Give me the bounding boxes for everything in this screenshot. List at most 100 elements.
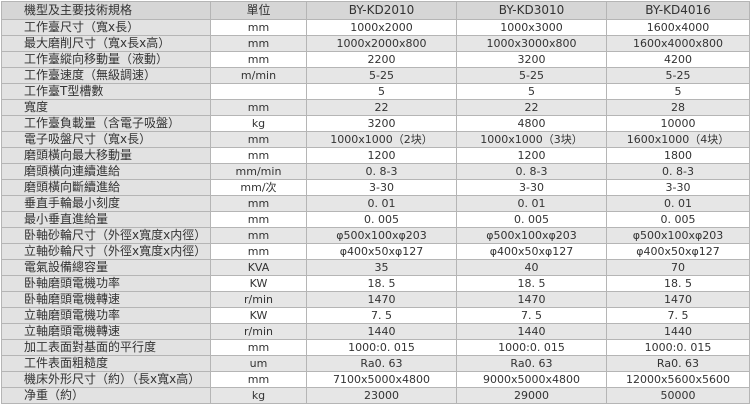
param-cell: 卧軸磨頭電機功率 (1, 275, 211, 292)
value-cell: 1600x4000x800 (606, 35, 750, 52)
value-cell: 1440 (306, 323, 457, 340)
value-cell: 3200 (306, 115, 457, 132)
value-cell: 5 (456, 83, 607, 100)
value-cell: 5 (306, 83, 457, 100)
value-cell: 1000:0. 015 (306, 339, 457, 356)
value-cell: 18. 5 (306, 275, 457, 292)
unit-cell: um (210, 355, 307, 372)
value-cell: 1600x1000（4块） (606, 131, 750, 148)
unit-cell: mm (210, 195, 307, 212)
unit-cell: mm (210, 339, 307, 356)
value-cell: 18. 5 (606, 275, 750, 292)
value-cell: 2200 (306, 51, 457, 68)
value-cell: 7. 5 (606, 307, 750, 324)
value-cell: Ra0. 63 (306, 355, 457, 372)
value-cell: 4800 (456, 115, 607, 132)
param-cell: 電氣設備總容量 (1, 259, 211, 276)
value-cell: 1600x4000 (606, 19, 750, 36)
header-model-2: BY-KD3010 (456, 1, 607, 20)
value-cell: 1000x2000x800 (306, 35, 457, 52)
value-cell: Ra0. 63 (606, 355, 750, 372)
table-row: 垂直手輪最小刻度 mm 0. 01 0. 01 0. 01 (1, 195, 750, 212)
value-cell: 50000 (606, 387, 750, 404)
param-cell: 最小垂直進給量 (1, 211, 211, 228)
table-row: 卧軸砂輪尺寸（外徑x寬度x内徑） mm φ500x100xφ203 φ500x100x… (1, 227, 750, 244)
value-cell: 7. 5 (306, 307, 457, 324)
value-cell: Ra0. 63 (456, 355, 607, 372)
value-cell: 18. 5 (456, 275, 607, 292)
unit-cell: mm/次 (210, 179, 307, 196)
value-cell: 3-30 (606, 179, 750, 196)
value-cell: 1000x3000 (456, 19, 607, 36)
param-cell: 電子吸盤尺寸（寬x長） (1, 131, 211, 148)
param-cell: 磨頭橫向連續進給 (1, 163, 211, 180)
unit-cell: mm (210, 51, 307, 68)
param-cell: 磨頭橫向最大移動量 (1, 147, 211, 164)
value-cell: 1000x1000（3块） (456, 131, 607, 148)
value-cell: 5-25 (456, 67, 607, 84)
param-cell: 工作臺速度（無級調速） (1, 67, 211, 84)
param-cell: 磨頭橫向斷續進給 (1, 179, 211, 196)
table-row: 磨頭橫向斷續進給 mm/次 3-30 3-30 3-30 (1, 179, 750, 196)
value-cell: φ500x100xφ203 (306, 227, 457, 244)
unit-cell: mm (210, 131, 307, 148)
param-cell: 工作臺縱向移動量（液動） (1, 51, 211, 68)
unit-cell: mm (210, 227, 307, 244)
header-param: 機型及主要技術規格 (1, 1, 211, 20)
table-row: 磨頭橫向最大移動量 mm 1200 1200 1800 (1, 147, 750, 164)
param-cell: 工作臺負載量（含電子吸盤） (1, 115, 211, 132)
value-cell: 1470 (456, 291, 607, 308)
param-cell: 工作臺T型槽數 (1, 83, 211, 100)
param-cell: 工件表面粗糙度 (1, 355, 211, 372)
param-cell: 機床外形尺寸（約）（長x寬x高） (1, 371, 211, 388)
header-row: 機型及主要技術規格 單位 BY-KD2010 BY-KD3010 BY-KD40… (1, 1, 750, 20)
value-cell: 7. 5 (456, 307, 607, 324)
value-cell: 1470 (606, 291, 750, 308)
header-unit: 單位 (210, 1, 307, 20)
value-cell: 1000x1000（2块） (306, 131, 457, 148)
value-cell: φ500x100xφ203 (606, 227, 750, 244)
value-cell: 0. 01 (306, 195, 457, 212)
value-cell: 0. 005 (306, 211, 457, 228)
value-cell: 28 (606, 99, 750, 116)
unit-cell: mm (210, 243, 307, 260)
value-cell: 12000x5600x5600 (606, 371, 750, 388)
unit-cell: kg (210, 387, 307, 404)
value-cell: 22 (306, 99, 457, 116)
value-cell: 3-30 (456, 179, 607, 196)
unit-cell: KVA (210, 259, 307, 276)
table-row: 寬度 mm 22 22 28 (1, 99, 750, 116)
value-cell: 1200 (456, 147, 607, 164)
value-cell: 3-30 (306, 179, 457, 196)
value-cell: φ500x100xφ203 (456, 227, 607, 244)
value-cell: 3200 (456, 51, 607, 68)
value-cell: 1200 (306, 147, 457, 164)
table-row: 工作臺T型槽數 5 5 5 (1, 83, 750, 100)
table-row: 電氣設備總容量 KVA 35 40 70 (1, 259, 750, 276)
unit-cell: mm (210, 35, 307, 52)
table-row: 立軸磨頭電機轉速 r/min 1440 1440 1440 (1, 323, 750, 340)
unit-cell: mm (210, 147, 307, 164)
value-cell: 0. 005 (456, 211, 607, 228)
value-cell: 5-25 (606, 67, 750, 84)
value-cell: 4200 (606, 51, 750, 68)
table-row: 净重（約） kg 23000 29000 50000 (1, 387, 750, 404)
unit-cell: r/min (210, 291, 307, 308)
unit-cell: mm (210, 211, 307, 228)
value-cell: 7100x5000x4800 (306, 371, 457, 388)
value-cell: 1000:0. 015 (606, 339, 750, 356)
table-row: 工件表面粗糙度 um Ra0. 63 Ra0. 63 Ra0. 63 (1, 355, 750, 372)
value-cell: 1000x3000x800 (456, 35, 607, 52)
param-cell: 立軸磨頭電機功率 (1, 307, 211, 324)
unit-cell (210, 83, 307, 100)
param-cell: 立軸磨頭電機轉速 (1, 323, 211, 340)
param-cell: 净重（約） (1, 387, 211, 404)
value-cell: 23000 (306, 387, 457, 404)
unit-cell: kg (210, 115, 307, 132)
table-row: 加工表面對基面的平行度 mm 1000:0. 015 1000:0. 015 1000:… (1, 339, 750, 356)
table-row: 最大磨削尺寸（寬x長x高） mm 1000x2000x800 1000x3000x80… (1, 35, 750, 52)
value-cell: 1470 (306, 291, 457, 308)
table-row: 立軸磨頭電機功率 KW 7. 5 7. 5 7. 5 (1, 307, 750, 324)
unit-cell: KW (210, 307, 307, 324)
